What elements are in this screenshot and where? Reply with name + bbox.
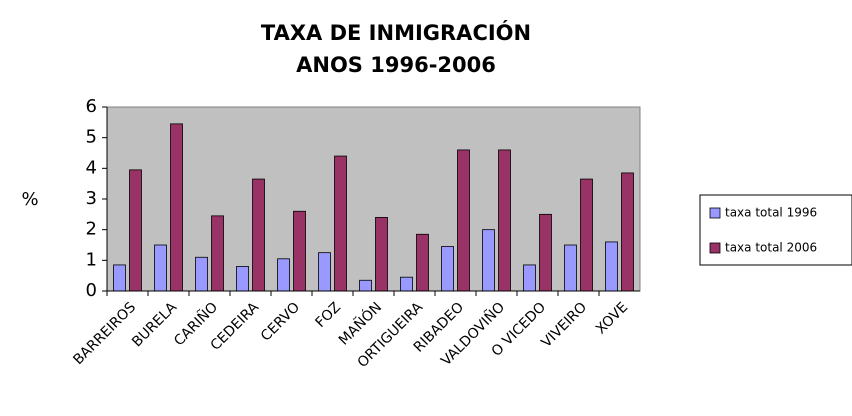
x-tick-label: FOZ xyxy=(313,299,345,331)
legend-swatch xyxy=(709,242,721,254)
bar xyxy=(580,178,593,292)
chart-subtitle: ANOS 1996-2006 xyxy=(296,53,496,77)
bar xyxy=(498,149,511,292)
bar xyxy=(129,169,142,292)
x-tick-label: XOVE xyxy=(593,299,631,337)
bar xyxy=(441,246,454,292)
x-tick-label: VIVEIRO xyxy=(539,299,591,351)
y-tick-label: 1 xyxy=(86,249,97,270)
y-tick-label: 3 xyxy=(86,188,97,209)
legend-label: taxa total 2006 xyxy=(725,241,817,255)
bar xyxy=(211,215,224,292)
y-tick-label: 2 xyxy=(86,219,97,240)
y-tick-label: 4 xyxy=(86,157,97,178)
y-tick-label: 5 xyxy=(86,127,97,148)
bar xyxy=(113,264,126,292)
bar xyxy=(170,123,183,292)
bar xyxy=(236,266,249,292)
plot-area xyxy=(106,106,641,292)
y-tick-label: 0 xyxy=(86,280,97,301)
x-tick-label: BURELA xyxy=(129,299,180,350)
bar xyxy=(416,233,429,292)
y-axis-label: % xyxy=(21,189,38,210)
bar xyxy=(318,252,331,292)
bar xyxy=(539,213,552,292)
bar xyxy=(564,244,577,292)
x-tick-label: CERVO xyxy=(258,299,303,344)
legend-box xyxy=(699,194,852,266)
bar xyxy=(605,241,618,292)
bar xyxy=(523,264,536,292)
bar xyxy=(293,210,306,292)
chart-title: TAXA DE INMIGRACIÓN xyxy=(261,20,531,45)
bar xyxy=(375,216,388,292)
x-tick-label: BARREIROS xyxy=(70,299,139,368)
bar xyxy=(400,276,413,292)
bar xyxy=(252,178,265,292)
bar xyxy=(154,244,167,292)
bar xyxy=(457,149,470,292)
bar xyxy=(621,172,634,292)
y-tick-label: 6 xyxy=(86,96,97,117)
bar xyxy=(334,155,347,292)
bar xyxy=(482,229,495,292)
legend-label: taxa total 1996 xyxy=(725,206,817,220)
bar xyxy=(195,256,208,292)
bar xyxy=(277,258,290,292)
bar xyxy=(359,279,372,292)
legend-swatch xyxy=(709,207,721,219)
